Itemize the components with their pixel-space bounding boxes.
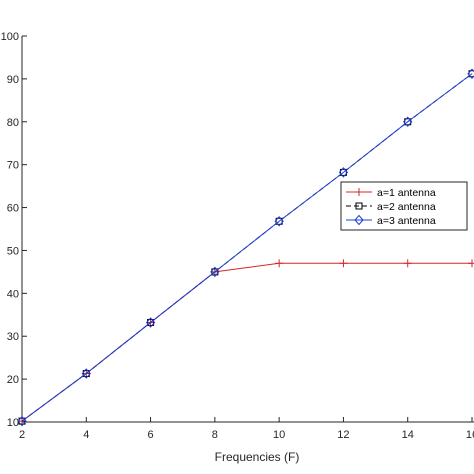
legend-marker (355, 202, 363, 210)
y-tick-label: 100 (1, 31, 19, 43)
x-tick-label: 4 (83, 429, 89, 441)
legend-marker (354, 214, 364, 226)
legend-entry: a=2 antenna (346, 201, 436, 213)
data-point (468, 259, 474, 268)
data-point (17, 415, 27, 427)
x-tick-label: 2 (19, 429, 25, 441)
data-point (404, 118, 412, 126)
y-tick-label: 20 (7, 374, 19, 386)
y-tick-label: 10 (7, 417, 19, 429)
legend-entry: a=3 antenna (346, 214, 436, 227)
data-point (467, 68, 474, 79)
x-tick-label: 14 (402, 429, 414, 441)
y-tick-label: 50 (7, 245, 19, 257)
series-3 (17, 68, 474, 427)
data-point (275, 217, 283, 225)
y-tick-label: 40 (7, 288, 19, 300)
data-point (403, 116, 413, 128)
x-axis-label: Frequencies (F) (215, 450, 300, 464)
data-point (147, 318, 155, 326)
y-tick-label: 70 (7, 160, 19, 172)
legend-label: a=2 antenna (377, 201, 436, 213)
data-point (145, 317, 156, 328)
data-point (338, 167, 349, 178)
data-point (18, 417, 26, 425)
data-point (210, 266, 220, 278)
data-point (403, 259, 412, 268)
data-point (274, 216, 284, 227)
legend-entry: a=1 antenna (346, 187, 436, 199)
y-tick-label: 60 (7, 203, 19, 215)
data-point (81, 368, 91, 379)
data-point (468, 70, 474, 78)
x-tick-label: 8 (212, 429, 218, 441)
series-line (21, 73, 473, 422)
legend-marker (355, 188, 363, 196)
axes: 10 20 30 40 50 60 70 80 90 100 2 4 6 8 10 12 14 16 (1, 31, 474, 441)
data-point (275, 259, 284, 268)
y-tick-label: 80 (7, 117, 19, 129)
x-tick-label: 16 (466, 429, 474, 441)
data-point (339, 259, 348, 268)
x-tick-label: 12 (337, 429, 349, 441)
series-layer (17, 68, 474, 427)
data-point (211, 268, 219, 276)
data-point (82, 370, 90, 378)
x-tick-label: 10 (273, 429, 285, 441)
y-tick-label: 90 (7, 74, 19, 86)
legend-label: a=3 antenna (377, 215, 436, 227)
y-tick-label: 30 (7, 331, 19, 343)
legend-label: a=1 antenna (377, 187, 436, 199)
data-point (339, 168, 347, 176)
legend: a=1 antenna a=2 antenna a=3 antenna (340, 181, 468, 231)
x-tick-label: 6 (148, 429, 154, 441)
